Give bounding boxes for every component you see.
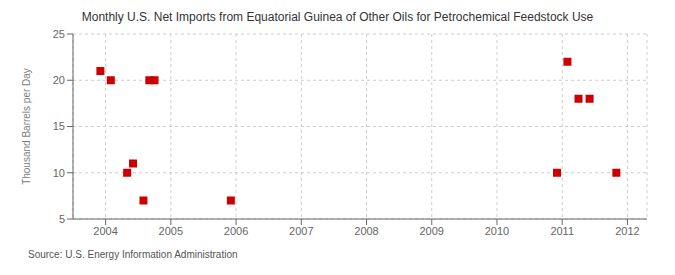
svg-text:20: 20	[53, 74, 65, 86]
svg-text:10: 10	[53, 167, 65, 179]
svg-text:2008: 2008	[354, 225, 378, 237]
html-text:Source: U.S. Energy Informatio: Source: U.S. Energy Information Administ…	[28, 249, 238, 260]
html-text:Monthly U.S. Net Imports from: Monthly U.S. Net Imports from Equatorial…	[81, 10, 594, 24]
svg-text:15: 15	[53, 120, 65, 132]
svg-text:2009: 2009	[420, 225, 444, 237]
svg-text:5: 5	[59, 213, 65, 225]
svg-text:2005: 2005	[159, 225, 183, 237]
svg-text:2012: 2012	[615, 225, 639, 237]
svg-text:2011: 2011	[550, 225, 574, 237]
svg-text:2010: 2010	[485, 225, 509, 237]
svg-text:2007: 2007	[289, 225, 313, 237]
svg-text:25: 25	[53, 28, 65, 40]
svg-text:Thousand Barrels per Day: Thousand Barrels per Day	[21, 68, 32, 185]
svg-text:2006: 2006	[224, 225, 248, 237]
svg-text:2004: 2004	[93, 225, 117, 237]
